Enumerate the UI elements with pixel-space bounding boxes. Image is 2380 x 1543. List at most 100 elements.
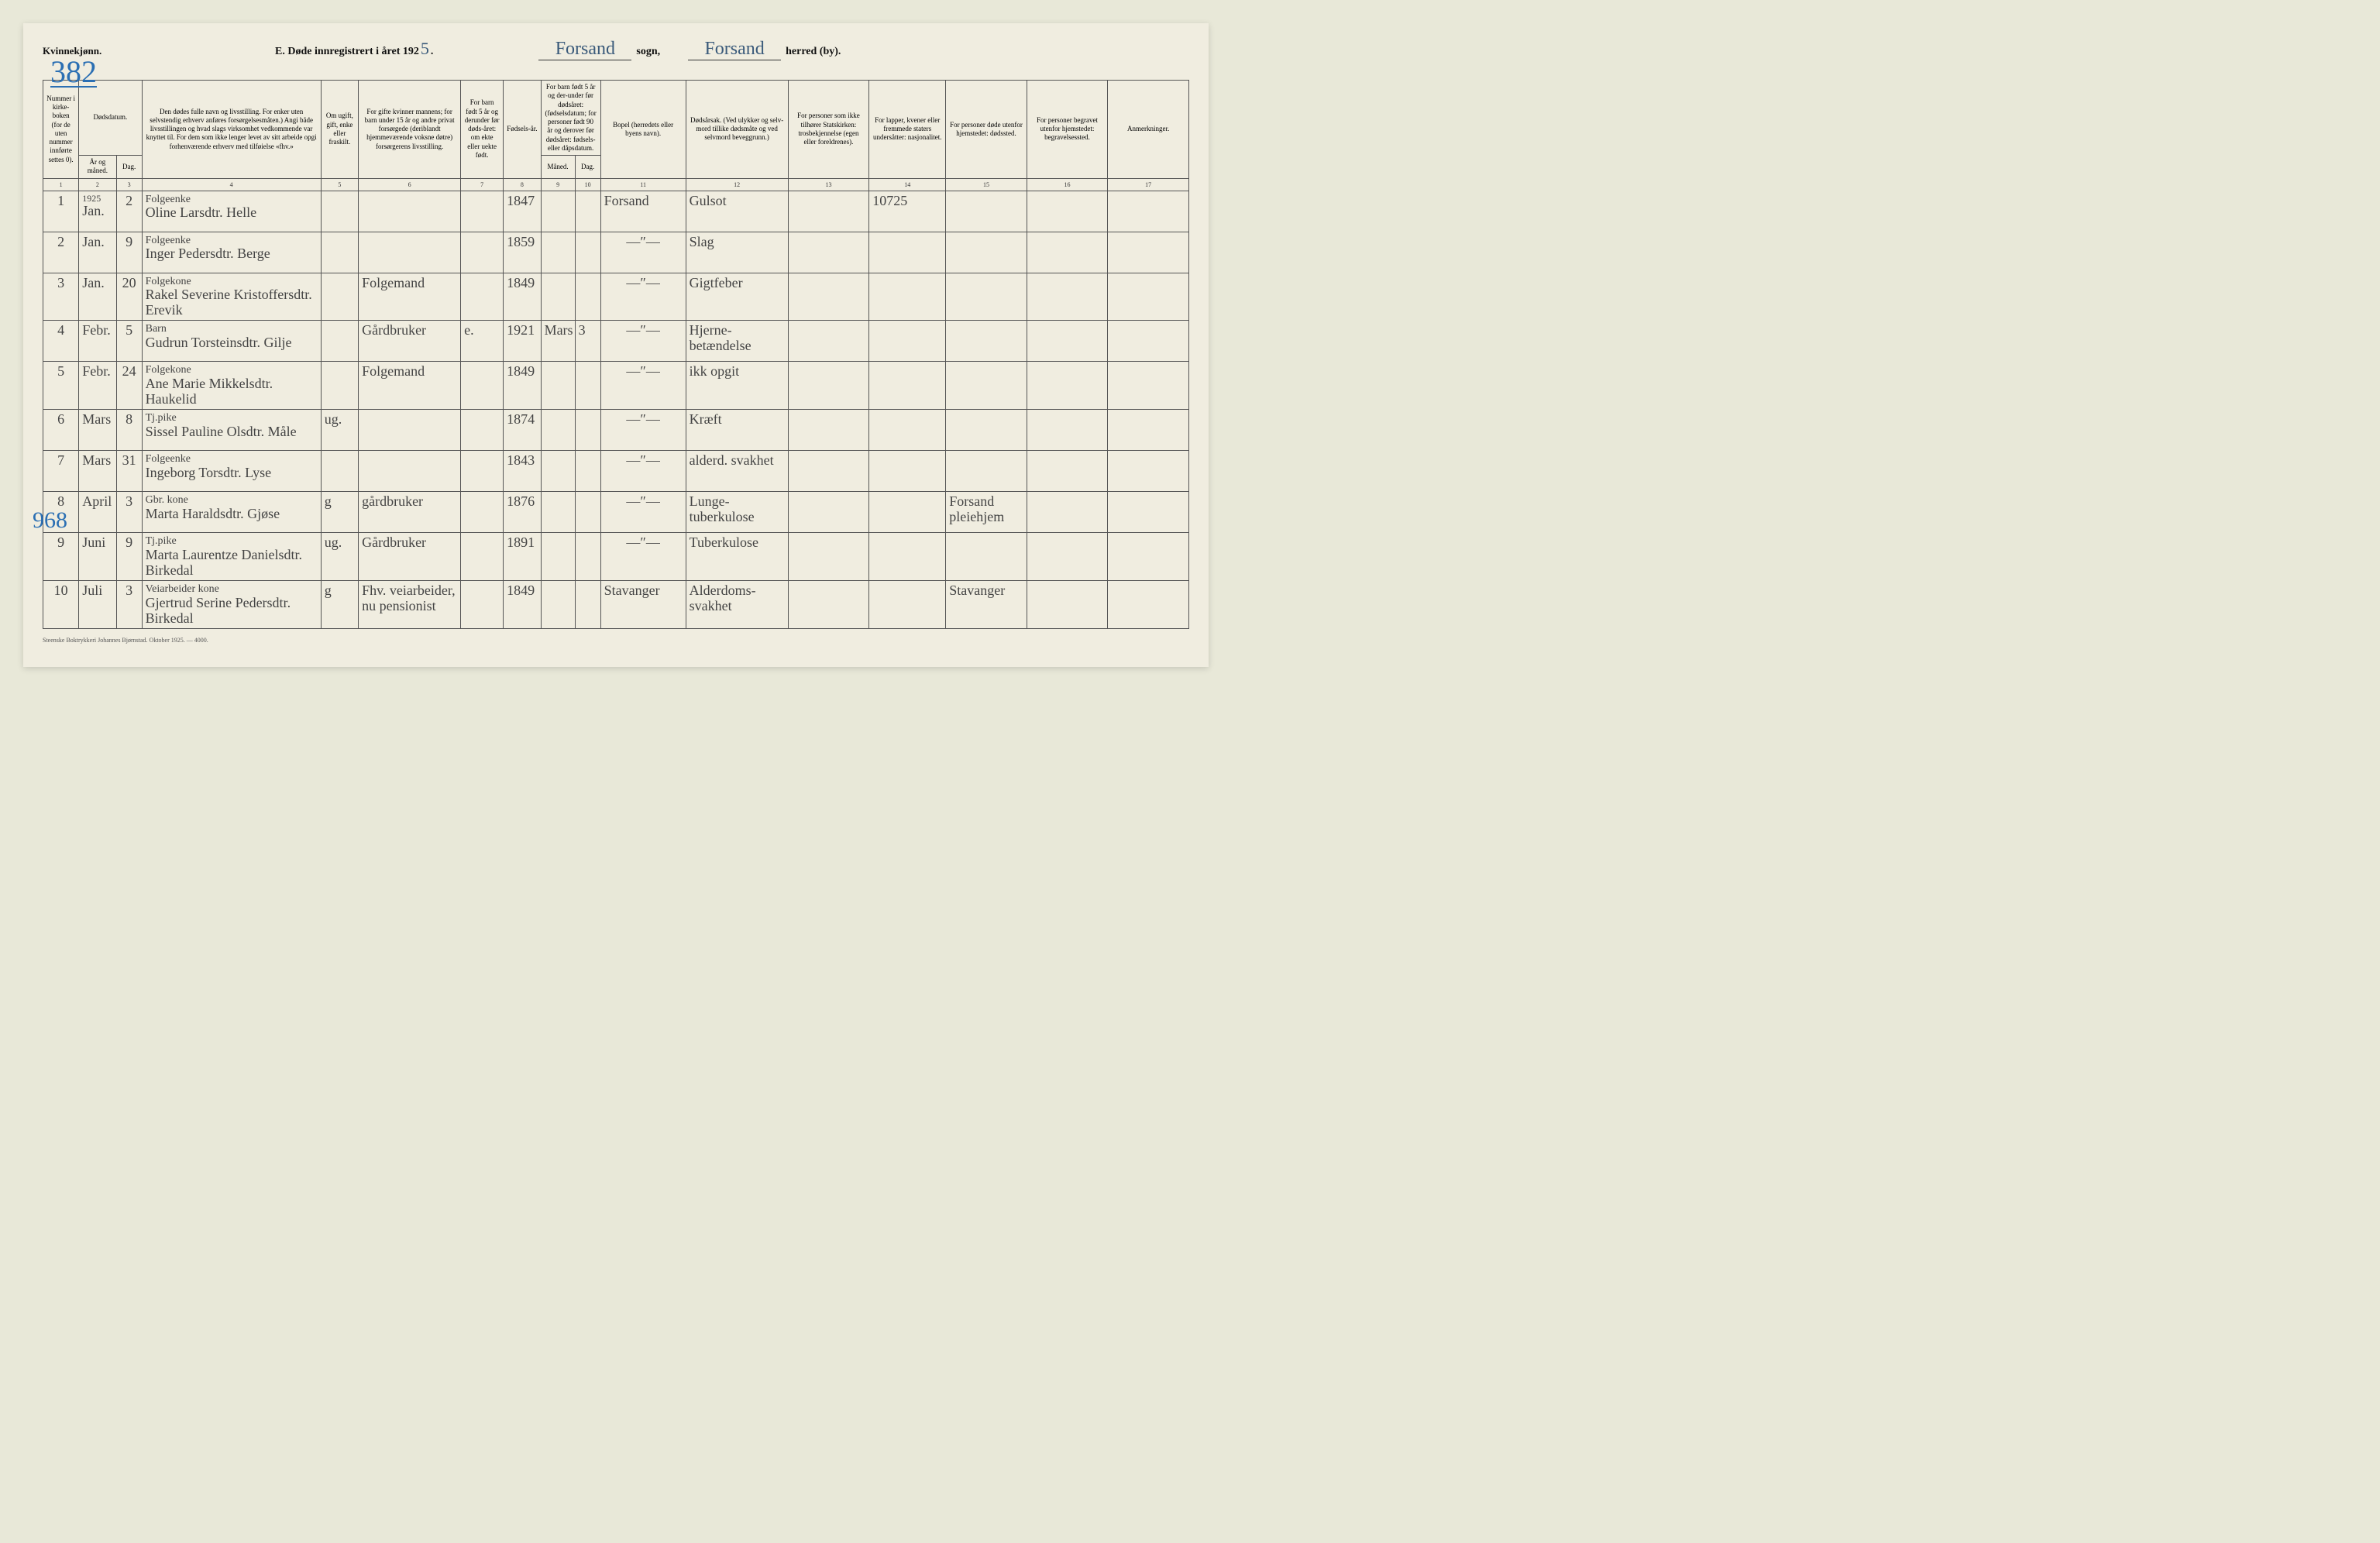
table-row: 9Juni9Tj.pikeMarta Laurentze Danielsdtr.… (43, 533, 1189, 581)
cell-name: FolgeenkeInger Pedersdtr. Berge (142, 232, 321, 273)
cell-cause: Tuberkulose (686, 533, 788, 581)
col-header-7: For barn født 5 år og derunder før døds-… (461, 81, 504, 179)
col-header-9a: Måned. (541, 156, 575, 179)
cell-nat (869, 410, 946, 451)
cell-nat (869, 533, 946, 581)
cell-month: Febr. (79, 321, 116, 362)
cell-birthyear: 1849 (504, 362, 541, 410)
cell-residence: Forsand (600, 191, 686, 232)
cell-name: FolgeenkeOline Larsdtr. Helle (142, 191, 321, 232)
cell-bday (575, 451, 600, 492)
cell-bday (575, 492, 600, 533)
cell-provider: Gårdbruker (359, 321, 461, 362)
cell-deathplace (946, 232, 1027, 273)
table-row: 3Jan.20FolgekoneRakel Severine Kristoffe… (43, 273, 1189, 321)
cell-bday (575, 581, 600, 629)
cell-bday: 3 (575, 321, 600, 362)
cell-remarks (1108, 273, 1189, 321)
cell-deathplace (946, 191, 1027, 232)
cell-day: 3 (116, 581, 142, 629)
cell-residence: —″— (600, 232, 686, 273)
cell-name: Tj.pikeSissel Pauline Olsdtr. Måle (142, 410, 321, 451)
cell-provider (359, 410, 461, 451)
cell-residence: —″— (600, 451, 686, 492)
cell-provider: Gårdbruker (359, 533, 461, 581)
cell-residence: —″— (600, 410, 686, 451)
cell-remarks (1108, 232, 1189, 273)
cell-provider (359, 232, 461, 273)
colnum: 10 (575, 178, 600, 191)
cell-residence: —″— (600, 362, 686, 410)
cell-residence: Stavanger (600, 581, 686, 629)
side-number: 968 (33, 507, 67, 534)
cell-bday (575, 232, 600, 273)
cell-provider: Folgemand (359, 362, 461, 410)
cell-nat (869, 232, 946, 273)
cell-deathplace (946, 533, 1027, 581)
cell-bday (575, 273, 600, 321)
colnum: 16 (1027, 178, 1108, 191)
cell-num: 1 (43, 191, 79, 232)
cell-burialplace (1027, 581, 1108, 629)
cell-month: 1925Jan. (79, 191, 116, 232)
col-header-2a: Dødsdatum. (79, 81, 142, 156)
col-header-17: Anmerkninger. (1108, 81, 1189, 179)
cell-num: 6 (43, 410, 79, 451)
cell-status (321, 273, 358, 321)
cell-day: 8 (116, 410, 142, 451)
colnum: 2 (79, 178, 116, 191)
cell-cause: Kræft (686, 410, 788, 451)
cell-birthyear: 1849 (504, 581, 541, 629)
herred-value: Forsand (688, 40, 781, 60)
col-header-9b: Dag. (575, 156, 600, 179)
cell-remarks (1108, 362, 1189, 410)
colnum: 8 (504, 178, 541, 191)
header-row: Kvinnekjønn. E. Døde innregistrert i åre… (43, 39, 1189, 60)
cell-birthyear: 1849 (504, 273, 541, 321)
cell-legit (461, 232, 504, 273)
col-header-5: Om ugift, gift, enke eller fraskilt. (321, 81, 358, 179)
cell-month: Jan. (79, 273, 116, 321)
cell-burialplace (1027, 321, 1108, 362)
cell-bmonth (541, 451, 575, 492)
col-header-11: Bopel (herredets eller byens navn). (600, 81, 686, 179)
cell-num: 9 (43, 533, 79, 581)
cell-day: 24 (116, 362, 142, 410)
col-header-8: Fødsels-år. (504, 81, 541, 179)
footer-print: Steenske Boktrykkeri Johannes Bjørnstad.… (43, 637, 1189, 644)
cell-num: 4 (43, 321, 79, 362)
colnum: 6 (359, 178, 461, 191)
cell-remarks (1108, 321, 1189, 362)
cell-name: Veiarbeider koneGjertrud Serine Pedersdt… (142, 581, 321, 629)
cell-status (321, 191, 358, 232)
col-header-4: Den dødes fulle navn og livsstilling. Fo… (142, 81, 321, 179)
colnum: 11 (600, 178, 686, 191)
cell-residence: —″— (600, 273, 686, 321)
col-header-1: Nummer i kirke-boken (for de uten nummer… (43, 81, 79, 179)
cell-birthyear: 1921 (504, 321, 541, 362)
cell-name: BarnGudrun Torsteinsdtr. Gilje (142, 321, 321, 362)
cell-legit (461, 410, 504, 451)
cell-name: FolgekoneRakel Severine Kristoffersdtr. … (142, 273, 321, 321)
table-row: 8April3Gbr. koneMarta Haraldsdtr. Gjøseg… (43, 492, 1189, 533)
cell-burialplace (1027, 191, 1108, 232)
cell-nat (869, 581, 946, 629)
cell-month: Jan. (79, 232, 116, 273)
table-body: 11925Jan.2FolgeenkeOline Larsdtr. Helle1… (43, 191, 1189, 629)
cell-month: Febr. (79, 362, 116, 410)
cell-provider: Fhv. veiarbeider, nu pensionist (359, 581, 461, 629)
cell-day: 20 (116, 273, 142, 321)
title-year-digit: 5 (419, 39, 431, 59)
cell-burialplace (1027, 492, 1108, 533)
cell-name: Tj.pikeMarta Laurentze Danielsdtr. Birke… (142, 533, 321, 581)
cell-remarks (1108, 410, 1189, 451)
cell-remarks (1108, 581, 1189, 629)
cell-legit (461, 451, 504, 492)
colnum: 13 (788, 178, 869, 191)
colnum: 14 (869, 178, 946, 191)
cell-nat (869, 492, 946, 533)
cell-legit (461, 191, 504, 232)
cell-bday (575, 191, 600, 232)
cell-faith (788, 533, 869, 581)
cell-legit (461, 492, 504, 533)
